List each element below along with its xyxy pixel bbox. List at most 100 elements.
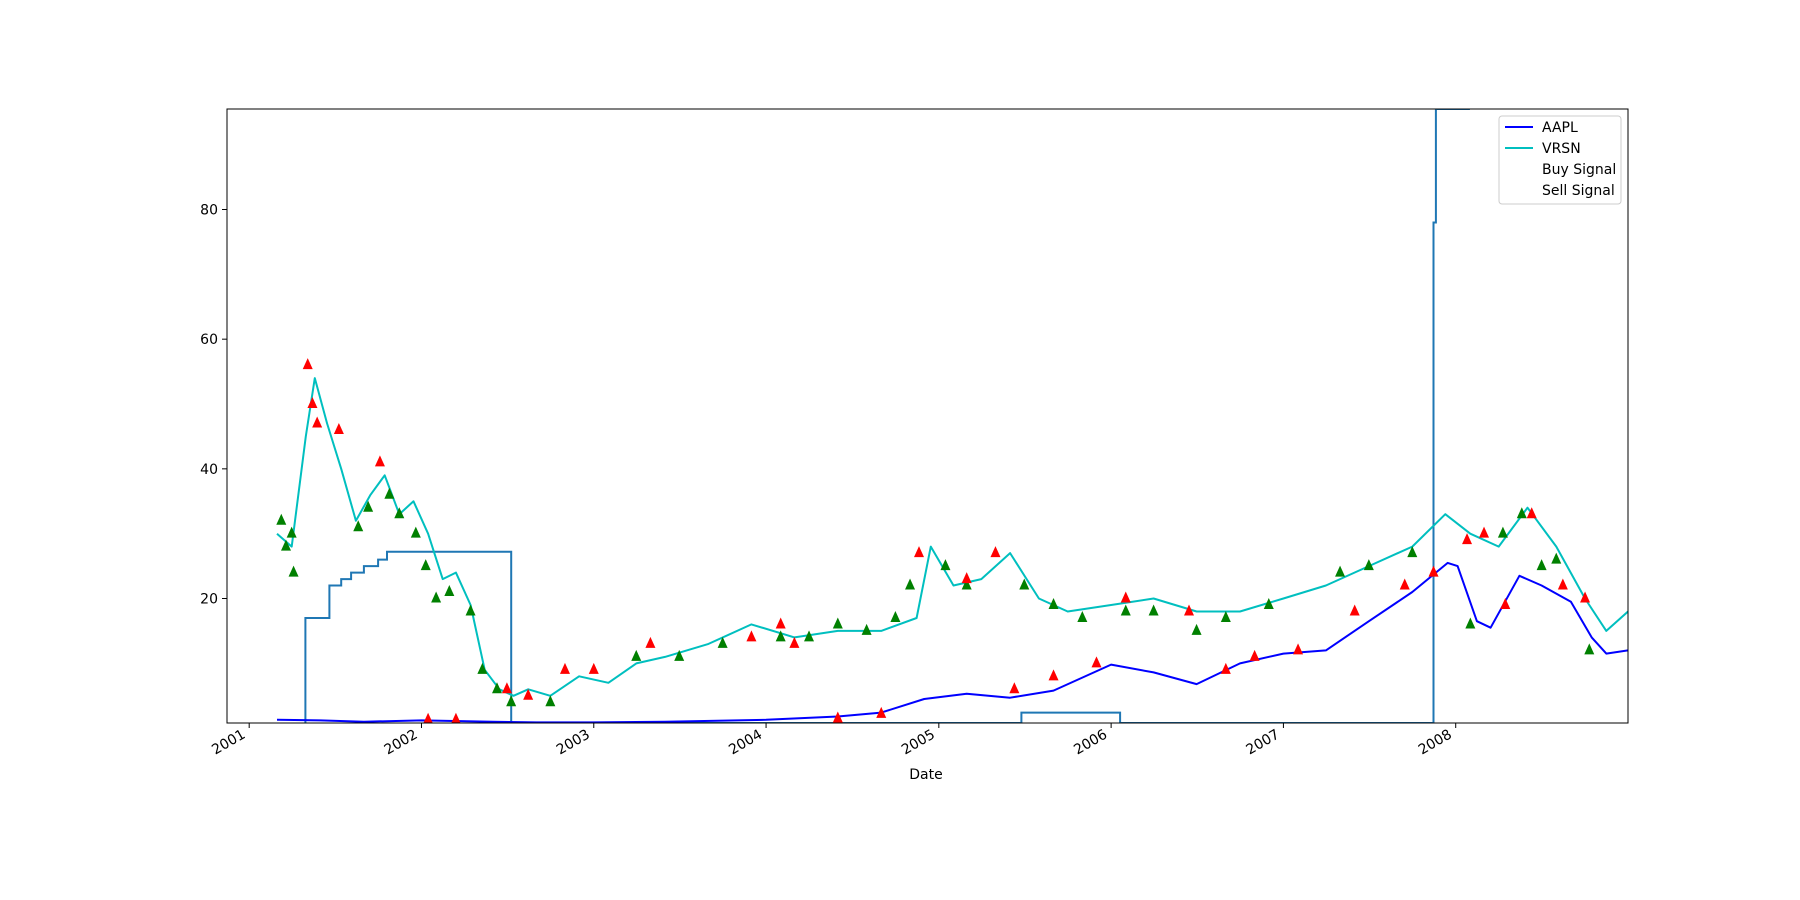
sell-signal-marker <box>990 546 1001 558</box>
sell-signal-marker <box>302 358 313 370</box>
sell-signal-marker <box>451 712 461 723</box>
y-axis: 20 40 60 80 <box>200 202 227 608</box>
x-axis-title: Date <box>909 767 942 783</box>
buy-signal-marker <box>1407 546 1418 558</box>
x-tick-label: 2003 <box>554 727 593 759</box>
sell-signal-marker <box>1349 604 1360 616</box>
buy-signal-marker <box>1048 597 1059 609</box>
sell-signal-marker <box>559 662 570 674</box>
buy-signal-marker <box>1077 610 1088 622</box>
sell-signal-marker <box>1399 578 1410 590</box>
legend-box <box>1498 115 1622 205</box>
y-tick-label: 60 <box>200 332 218 348</box>
buy-signal-marker <box>431 591 442 603</box>
x-tick-label: 2008 <box>1416 727 1455 759</box>
buy-signal-marker <box>281 539 292 551</box>
buy-signal-marker <box>1497 526 1508 538</box>
sell-signal-marker <box>1526 507 1537 519</box>
x-axis: 2001 2002 2003 2004 2005 2006 2007 2008 <box>209 723 1457 759</box>
buy-signal-marker <box>1516 507 1527 519</box>
buy-signal-marker <box>545 695 556 707</box>
buy-signal-marker <box>492 682 503 694</box>
buy-signal-marker <box>717 636 728 648</box>
sell-signal-marker <box>1184 604 1195 616</box>
x-tick-label: 2005 <box>899 727 938 759</box>
sell-signal-marker <box>1009 682 1020 694</box>
buy-signal-marker <box>465 604 476 616</box>
y-tick-label: 40 <box>200 462 218 478</box>
sell-signal-marker <box>1091 656 1102 668</box>
legend-label: Sell Signal <box>1542 183 1615 199</box>
buy-signal-marker <box>288 565 299 577</box>
buy-signal-marker <box>1363 559 1374 571</box>
sell-signal-marker <box>374 455 385 467</box>
legend-label: Buy Signal <box>1542 162 1616 178</box>
buy-signal-marker <box>861 623 872 635</box>
sell-signal-marker <box>1557 578 1568 590</box>
legend-label: VRSN <box>1542 141 1581 157</box>
buy-signal-marker <box>940 559 951 571</box>
sell-signal-marker <box>333 422 344 434</box>
buy-signal-marker <box>674 649 685 661</box>
buy-signal-marker <box>1584 643 1595 655</box>
buy-signal-marker <box>477 662 488 674</box>
sell-signal-marker <box>1428 565 1439 577</box>
sell-signal-marker <box>775 617 786 629</box>
sell-signal-marker <box>746 630 757 642</box>
sell-signal-marker <box>961 572 972 584</box>
plot-area <box>227 109 1628 723</box>
sell-signal-marker <box>1293 643 1304 655</box>
buy-signal-marker <box>420 559 431 571</box>
sell-signal-marker <box>1120 591 1131 603</box>
buy-signal-marker <box>961 578 972 590</box>
y-tick-label: 80 <box>200 202 218 218</box>
buy-signal-marker <box>394 507 405 519</box>
buy-signal-marker <box>1263 597 1274 609</box>
sell-signal-marker <box>501 682 512 694</box>
sell-signal-marker <box>523 688 534 700</box>
buy-signal-marker <box>286 526 297 538</box>
x-tick-label: 2002 <box>382 727 421 759</box>
sell-signal-marker <box>1500 597 1511 609</box>
y-tick-label: 20 <box>200 592 218 608</box>
sell-signal-marker <box>312 416 323 428</box>
sell-signal-marker <box>789 636 800 648</box>
buy-signal-marker <box>363 500 374 512</box>
x-tick-label: 2006 <box>1071 727 1110 759</box>
buy-signal-marker <box>1220 610 1231 622</box>
buy-signal-marker <box>905 578 916 590</box>
legend-label: AAPL <box>1542 120 1578 136</box>
sell-signal-marker <box>307 397 318 409</box>
buy-signal-marker <box>1465 617 1476 629</box>
sell-signal-marker <box>1249 649 1260 661</box>
buy-signal-marker <box>1335 565 1346 577</box>
x-tick-label: 2004 <box>726 727 765 759</box>
sell-signal-marker <box>1048 669 1059 681</box>
sell-signal-marker <box>876 706 887 718</box>
sell-signal-marker <box>1479 526 1490 538</box>
buy-signal-marker <box>410 526 421 538</box>
sell-signal-marker <box>423 712 433 723</box>
buy-signal-marker <box>1191 623 1202 635</box>
buy-signal-marker <box>631 649 642 661</box>
buy-signal-marker <box>1019 578 1030 590</box>
buy-signal-marker <box>804 630 815 642</box>
buy-signal-marker <box>384 487 395 499</box>
buy-signal-marker <box>444 585 455 597</box>
legend: AAPL VRSN Buy Signal Sell Signal <box>1498 115 1622 205</box>
series-line-aapl <box>276 561 1628 723</box>
buy-signal-marker <box>1551 552 1562 564</box>
buy-signal-marker <box>353 520 364 532</box>
buy-signal-marker <box>775 630 786 642</box>
buy-signal-marker <box>832 617 843 629</box>
sell-signal-marker <box>645 636 656 648</box>
markers-layer <box>276 358 1595 723</box>
sell-signal-marker <box>1580 591 1591 603</box>
sell-signal-marker <box>832 711 843 723</box>
x-tick-label: 2001 <box>209 727 248 759</box>
plot-frame <box>226 108 1629 724</box>
buy-signal-marker <box>1148 604 1159 616</box>
buy-signal-marker <box>1120 604 1131 616</box>
sell-signal-marker <box>1220 662 1231 674</box>
